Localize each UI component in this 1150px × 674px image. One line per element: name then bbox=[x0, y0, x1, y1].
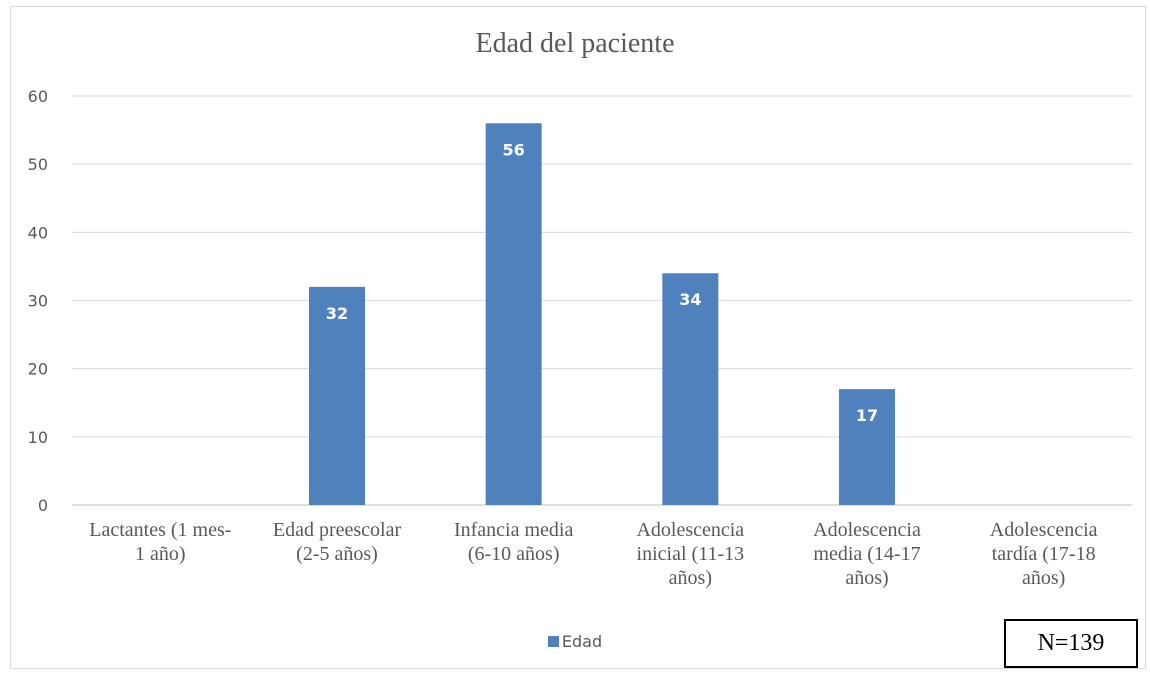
y-tick-label: 10 bbox=[28, 428, 48, 447]
data-label: 56 bbox=[503, 140, 525, 159]
chart-title: Edad del paciente bbox=[475, 28, 675, 59]
legend-swatch bbox=[547, 636, 559, 647]
x-tick-label: Infancia media (6-10 años) bbox=[454, 519, 573, 565]
y-tick-label: 50 bbox=[28, 155, 48, 174]
chart-frame bbox=[10, 6, 1146, 669]
x-tick-label: Edad preescolar (2-5 años) bbox=[273, 519, 402, 565]
x-tick-label: Adolescencia inicial (11-13 años) bbox=[636, 519, 744, 589]
data-label: 32 bbox=[326, 304, 348, 323]
bar bbox=[662, 273, 719, 505]
data-label: 34 bbox=[679, 290, 701, 309]
y-tick-label: 30 bbox=[28, 292, 48, 311]
bar bbox=[839, 389, 895, 505]
y-tick-label: 40 bbox=[28, 223, 48, 242]
y-tick-label: 0 bbox=[38, 496, 48, 515]
x-tick-label: Lactantes (1 mes-1 año) bbox=[89, 519, 231, 565]
x-tick-label: Adolescencia tardía (17-18 años) bbox=[990, 519, 1098, 589]
y-tick-label: 60 bbox=[28, 87, 48, 106]
x-tick-label: Adolescencia media (14-17 años) bbox=[813, 519, 921, 589]
legend: Edad bbox=[0, 632, 1150, 651]
bar bbox=[309, 286, 365, 505]
sample-size-box: N=139 bbox=[1004, 619, 1138, 668]
bar bbox=[485, 123, 542, 506]
legend-label: Edad bbox=[561, 632, 603, 651]
data-label: 17 bbox=[856, 406, 878, 425]
y-tick-label: 20 bbox=[28, 360, 48, 379]
